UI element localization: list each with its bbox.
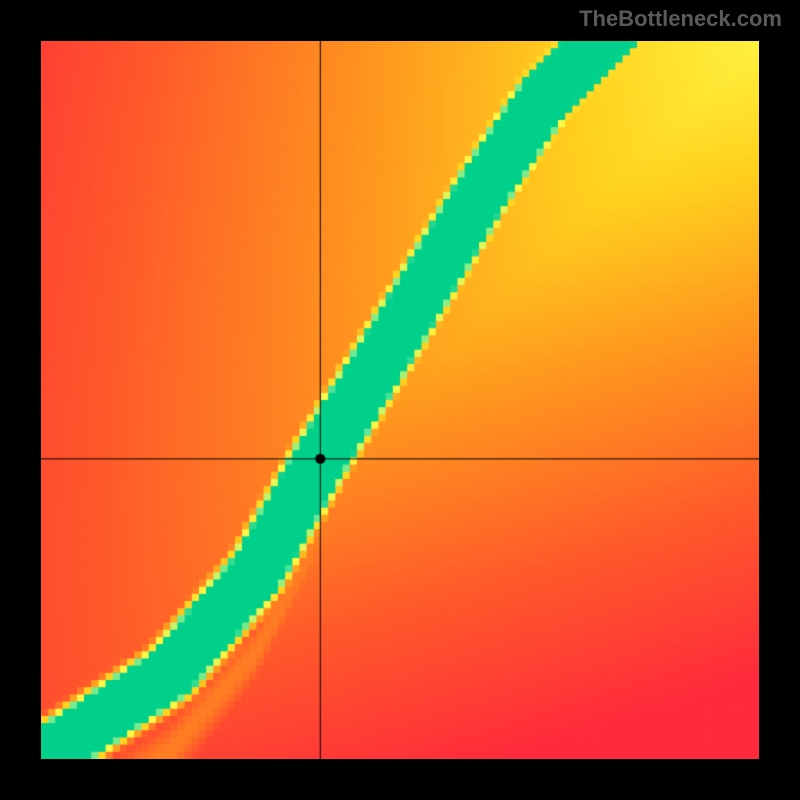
attribution-text: TheBottleneck.com xyxy=(579,6,782,32)
bottleneck-heatmap xyxy=(41,41,759,759)
chart-frame: TheBottleneck.com xyxy=(0,0,800,800)
